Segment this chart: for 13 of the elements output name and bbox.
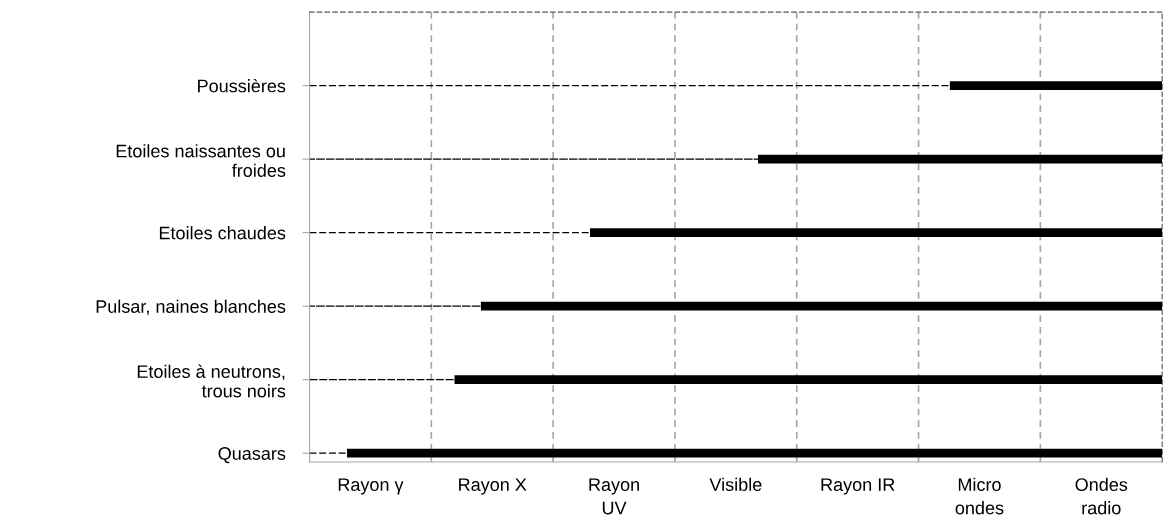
text: Rayon γ bbox=[338, 478, 404, 495]
text: Rayon X bbox=[459, 478, 527, 495]
text: Visible bbox=[709, 477, 762, 492]
y-tick-label: Etoiles à neutrons, trous noirs bbox=[137, 364, 286, 398]
text: Micro ondes bbox=[955, 477, 1004, 515]
text: Rayon IR bbox=[821, 478, 895, 495]
y-tick-label: Quasars bbox=[218, 447, 286, 464]
text: Ondes radio bbox=[1075, 477, 1128, 515]
text: Rayon UV bbox=[589, 478, 639, 515]
y-tick-label: Poussières bbox=[198, 78, 286, 93]
y-tick-label: Etoiles chaudes bbox=[159, 226, 286, 240]
y-tick-label: Etoiles naissantes ou froides bbox=[116, 144, 286, 177]
y-tick-label: Pulsar, naines blanches bbox=[96, 299, 286, 316]
